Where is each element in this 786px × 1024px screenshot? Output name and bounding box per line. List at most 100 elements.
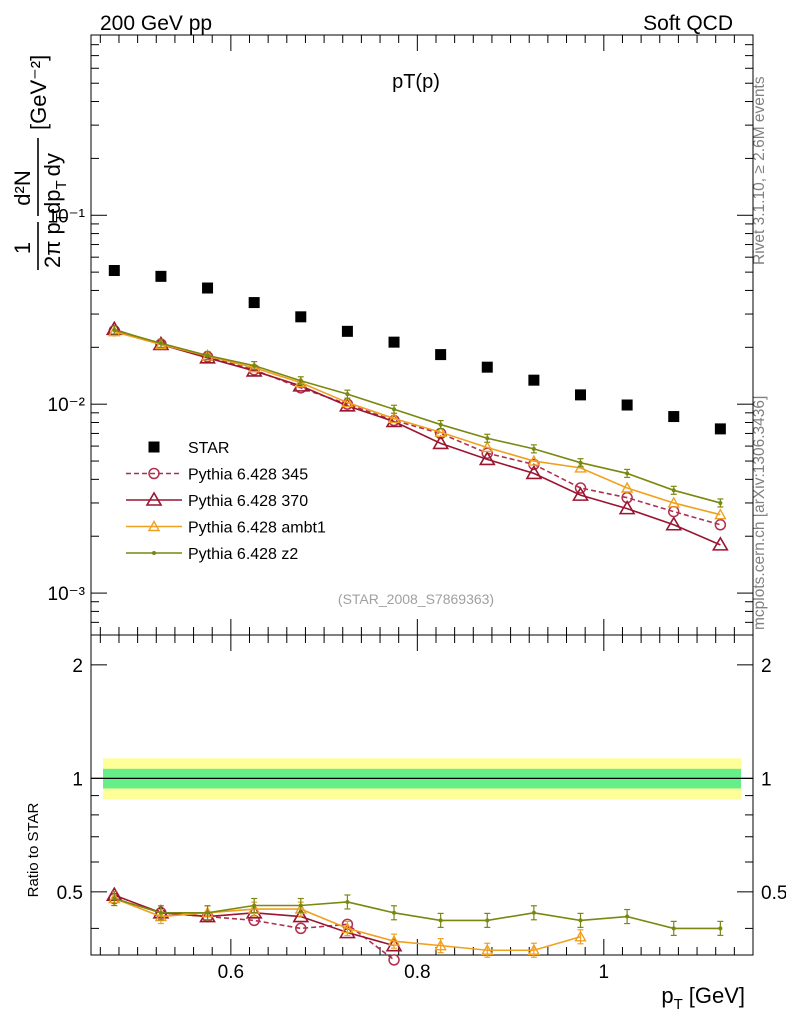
ratio-point — [718, 926, 723, 931]
ratio-point — [345, 899, 350, 904]
ratio-point — [527, 943, 541, 955]
ratio-point — [205, 910, 210, 915]
legend-label: Pythia 6.428 ambt1 — [188, 520, 326, 537]
x-axis-label: pT [GeV] — [661, 983, 745, 1013]
ratio-line — [114, 897, 721, 930]
ratio-point — [154, 910, 168, 922]
data-point — [432, 434, 450, 450]
ratio-y-axis-label: Ratio to STAR — [25, 802, 42, 897]
data-point — [388, 336, 400, 348]
x-tick-label: 0.6 — [218, 962, 244, 983]
series-line — [114, 329, 721, 504]
data-point — [435, 349, 447, 361]
ratio-point — [112, 896, 117, 901]
ratio-point — [199, 907, 216, 923]
header-right: Soft QCD — [643, 12, 733, 35]
ratio-y-tick-label: 2 — [72, 656, 83, 677]
ratio-point — [252, 903, 257, 908]
y-tick-label: 10⁻¹ — [48, 206, 86, 227]
ratio-uncertainty-bands — [91, 758, 753, 800]
data-point — [578, 460, 583, 465]
ylabel-unit: [GeV⁻²] — [26, 55, 51, 130]
series-line — [114, 329, 721, 526]
data-point — [481, 361, 493, 373]
data-point — [202, 282, 214, 294]
series-0 — [108, 265, 726, 435]
data-point — [158, 341, 163, 346]
data-point — [575, 389, 587, 401]
ratio-point — [387, 934, 401, 946]
ratio-plot-frame — [90, 634, 754, 956]
ylabel-frac2-num: d²N — [10, 170, 35, 205]
main-plot-frame — [90, 34, 754, 636]
ratio-axis-ticks: 2 2 1 1 0.5 0.5 0.6 0.8 1 — [57, 635, 786, 983]
ratio-point — [158, 910, 163, 915]
data-point — [620, 481, 634, 493]
ratio-point — [438, 918, 443, 923]
series-line — [114, 328, 721, 546]
ratio-point — [292, 907, 310, 923]
ylabel-frac1-num: 1 — [10, 242, 35, 254]
data-point — [155, 270, 167, 282]
data-point — [341, 325, 353, 337]
ratio-series-layer — [105, 886, 724, 966]
y-tick-label: 10⁻² — [48, 395, 86, 416]
main-y-axis-label: 1 2π pT d²N dpTdy [GeV⁻²] — [10, 55, 70, 270]
data-point — [341, 396, 354, 408]
data-point — [714, 519, 727, 531]
data-point — [574, 482, 587, 494]
ratio-point — [625, 914, 630, 919]
data-point — [671, 488, 676, 493]
legend-label: STAR — [188, 440, 229, 457]
plot-title: pT(p) — [392, 71, 440, 93]
data-point — [248, 297, 260, 309]
mcplots-label: mcplots.cern.ch [arXiv:1306.3436] — [751, 396, 768, 630]
ratio-point — [485, 918, 490, 923]
legend-marker — [147, 520, 161, 532]
data-point — [718, 500, 723, 505]
data-point — [714, 508, 727, 520]
ratio-point — [341, 921, 354, 934]
x-tick-label: 1 — [599, 962, 610, 983]
ratio-series-3 — [111, 890, 724, 936]
data-point — [345, 392, 350, 397]
ratio-y-tick-label: 0.5 — [57, 883, 83, 904]
data-point — [527, 454, 541, 466]
data-point — [667, 505, 680, 518]
x-tick-label: 0.8 — [404, 962, 430, 983]
data-point — [528, 374, 540, 386]
series-2 — [105, 320, 729, 551]
data-point — [252, 363, 257, 368]
data-point — [665, 516, 683, 531]
data-point — [434, 425, 447, 437]
legend-marker — [148, 467, 160, 480]
data-point — [574, 461, 587, 473]
data-point — [667, 496, 680, 508]
legend-label: Pythia 6.428 z2 — [188, 546, 298, 563]
data-point — [714, 423, 726, 435]
ylabel-frac2-den: dpTdy — [40, 153, 70, 214]
data-point — [295, 311, 307, 323]
ratio-y-tick-label-right: 2 — [761, 656, 772, 677]
analysis-watermark: (STAR_2008_S7869363) — [338, 591, 494, 607]
data-point — [525, 464, 543, 480]
ratio-point — [392, 910, 397, 915]
main-axis-ticks: 10⁻¹ 10⁻² 10⁻³ — [48, 34, 753, 636]
data-point — [205, 353, 210, 358]
ratio-point — [481, 943, 494, 955]
rivet-label: Rivet 3.1.10, ≥ 2.6M events — [751, 76, 768, 265]
data-point — [478, 450, 496, 466]
data-point — [112, 327, 117, 332]
data-point — [625, 471, 630, 476]
ylabel-frac1-den: 2π pT — [40, 213, 70, 268]
ratio-point — [434, 939, 447, 951]
series-4 — [111, 325, 724, 508]
data-point — [618, 500, 636, 515]
data-point — [298, 378, 303, 383]
ratio-point — [531, 910, 536, 915]
data-point — [572, 486, 589, 501]
legend-label: Pythia 6.428 370 — [188, 493, 308, 510]
main-series-layer — [105, 265, 729, 551]
data-point — [438, 422, 443, 427]
